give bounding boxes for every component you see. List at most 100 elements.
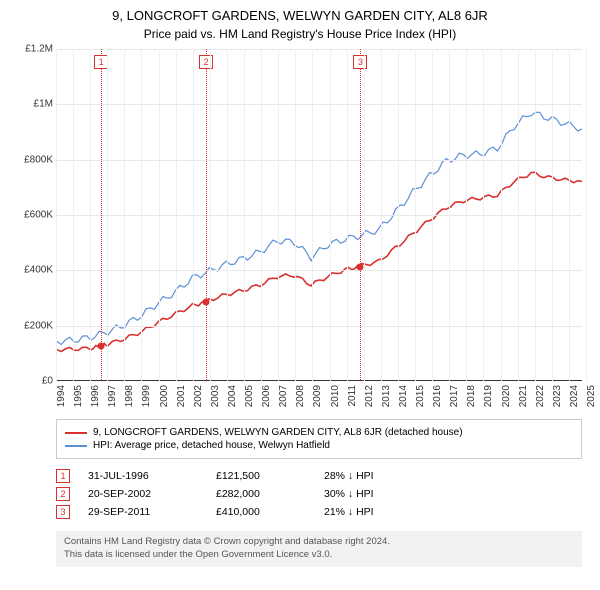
x-gridline xyxy=(159,49,160,381)
y-tick-label: £200K xyxy=(24,320,57,331)
legend-item: HPI: Average price, detached house, Welw… xyxy=(65,439,573,452)
x-gridline xyxy=(552,49,553,381)
x-tick-label: 1998 xyxy=(124,385,135,407)
y-tick-label: £600K xyxy=(24,210,57,221)
x-tick-label: 1994 xyxy=(56,385,67,407)
x-gridline xyxy=(415,49,416,381)
event-marker-box: 2 xyxy=(199,55,213,69)
y-tick-label: £1.2M xyxy=(25,44,57,55)
x-gridline xyxy=(141,49,142,381)
x-tick-label: 2013 xyxy=(381,385,392,407)
x-tick-label: 2001 xyxy=(176,385,187,407)
event-price: £282,000 xyxy=(216,488,306,500)
event-date: 31-JUL-1996 xyxy=(88,470,198,482)
x-gridline xyxy=(364,49,365,381)
x-tick-label: 2012 xyxy=(364,385,375,407)
attribution-line-1: Contains HM Land Registry data © Crown c… xyxy=(64,536,574,549)
y-gridline xyxy=(57,326,582,327)
x-gridline xyxy=(466,49,467,381)
x-gridline xyxy=(210,49,211,381)
x-gridline xyxy=(90,49,91,381)
legend: 9, LONGCROFT GARDENS, WELWYN GARDEN CITY… xyxy=(56,419,582,459)
x-tick-label: 1995 xyxy=(73,385,84,407)
x-gridline xyxy=(501,49,502,381)
event-vertical-line xyxy=(360,49,361,380)
x-tick-label: 2007 xyxy=(278,385,289,407)
x-gridline xyxy=(483,49,484,381)
chart-area: £0£200K£400K£600K£800K£1M£1.2M123 199419… xyxy=(56,49,582,409)
x-gridline xyxy=(56,49,57,381)
event-date: 20-SEP-2002 xyxy=(88,488,198,500)
x-gridline xyxy=(398,49,399,381)
x-tick-label: 2010 xyxy=(330,385,341,407)
event-marker-box: 3 xyxy=(353,55,367,69)
x-tick-label: 2023 xyxy=(552,385,563,407)
event-row: 329-SEP-2011£410,00021% ↓ HPI xyxy=(56,503,582,521)
x-gridline xyxy=(278,49,279,381)
event-price: £121,500 xyxy=(216,470,306,482)
chart-subtitle: Price paid vs. HM Land Registry's House … xyxy=(12,27,588,41)
event-vertical-line xyxy=(101,49,102,380)
x-gridline xyxy=(261,49,262,381)
x-tick-label: 2020 xyxy=(501,385,512,407)
legend-item: 9, LONGCROFT GARDENS, WELWYN GARDEN CITY… xyxy=(65,426,573,439)
chart-title: 9, LONGCROFT GARDENS, WELWYN GARDEN CITY… xyxy=(12,8,588,23)
x-gridline xyxy=(73,49,74,381)
x-gridline xyxy=(312,49,313,381)
x-tick-label: 2017 xyxy=(449,385,460,407)
x-tick-label: 2018 xyxy=(466,385,477,407)
x-gridline xyxy=(518,49,519,381)
series-hpi xyxy=(57,112,582,344)
x-gridline xyxy=(124,49,125,381)
legend-swatch xyxy=(65,445,87,447)
x-tick-label: 2015 xyxy=(415,385,426,407)
event-delta: 28% ↓ HPI xyxy=(324,470,414,482)
y-gridline xyxy=(57,104,582,105)
event-row: 131-JUL-1996£121,50028% ↓ HPI xyxy=(56,467,582,485)
x-tick-label: 2011 xyxy=(347,385,358,407)
event-row-marker: 3 xyxy=(56,505,70,519)
y-tick-label: £400K xyxy=(24,265,57,276)
x-gridline xyxy=(176,49,177,381)
attribution-box: Contains HM Land Registry data © Crown c… xyxy=(56,531,582,567)
x-tick-label: 1997 xyxy=(107,385,118,407)
event-price-point xyxy=(98,343,105,350)
x-tick-label: 2022 xyxy=(535,385,546,407)
x-tick-label: 2025 xyxy=(586,385,597,407)
x-gridline xyxy=(381,49,382,381)
title-block: 9, LONGCROFT GARDENS, WELWYN GARDEN CITY… xyxy=(12,8,588,41)
x-gridline xyxy=(295,49,296,381)
x-tick-label: 2002 xyxy=(193,385,204,407)
legend-swatch xyxy=(65,432,87,434)
x-gridline xyxy=(227,49,228,381)
plot-region: £0£200K£400K£600K£800K£1M£1.2M123 xyxy=(56,49,582,381)
event-vertical-line xyxy=(206,49,207,380)
x-gridline xyxy=(330,49,331,381)
y-tick-label: £800K xyxy=(24,154,57,165)
attribution-line-2: This data is licensed under the Open Gov… xyxy=(64,549,574,562)
event-delta: 21% ↓ HPI xyxy=(324,506,414,518)
x-tick-label: 2003 xyxy=(210,385,221,407)
x-gridline xyxy=(449,49,450,381)
event-row-marker: 2 xyxy=(56,487,70,501)
event-price-point xyxy=(203,298,210,305)
x-gridline xyxy=(193,49,194,381)
x-tick-label: 2005 xyxy=(244,385,255,407)
legend-label: 9, LONGCROFT GARDENS, WELWYN GARDEN CITY… xyxy=(93,427,463,438)
events-table: 131-JUL-1996£121,50028% ↓ HPI220-SEP-200… xyxy=(56,467,582,521)
x-tick-label: 2008 xyxy=(295,385,306,407)
x-tick-label: 2004 xyxy=(227,385,238,407)
x-tick-label: 2019 xyxy=(483,385,494,407)
y-gridline xyxy=(57,270,582,271)
y-gridline xyxy=(57,160,582,161)
x-tick-label: 2021 xyxy=(518,385,529,407)
x-gridline xyxy=(244,49,245,381)
legend-label: HPI: Average price, detached house, Welw… xyxy=(93,440,330,451)
y-tick-label: £1M xyxy=(34,99,57,110)
x-tick-label: 2014 xyxy=(398,385,409,407)
event-row: 220-SEP-2002£282,00030% ↓ HPI xyxy=(56,485,582,503)
x-gridline xyxy=(432,49,433,381)
x-tick-label: 2016 xyxy=(432,385,443,407)
x-tick-label: 2009 xyxy=(312,385,323,407)
event-price: £410,000 xyxy=(216,506,306,518)
